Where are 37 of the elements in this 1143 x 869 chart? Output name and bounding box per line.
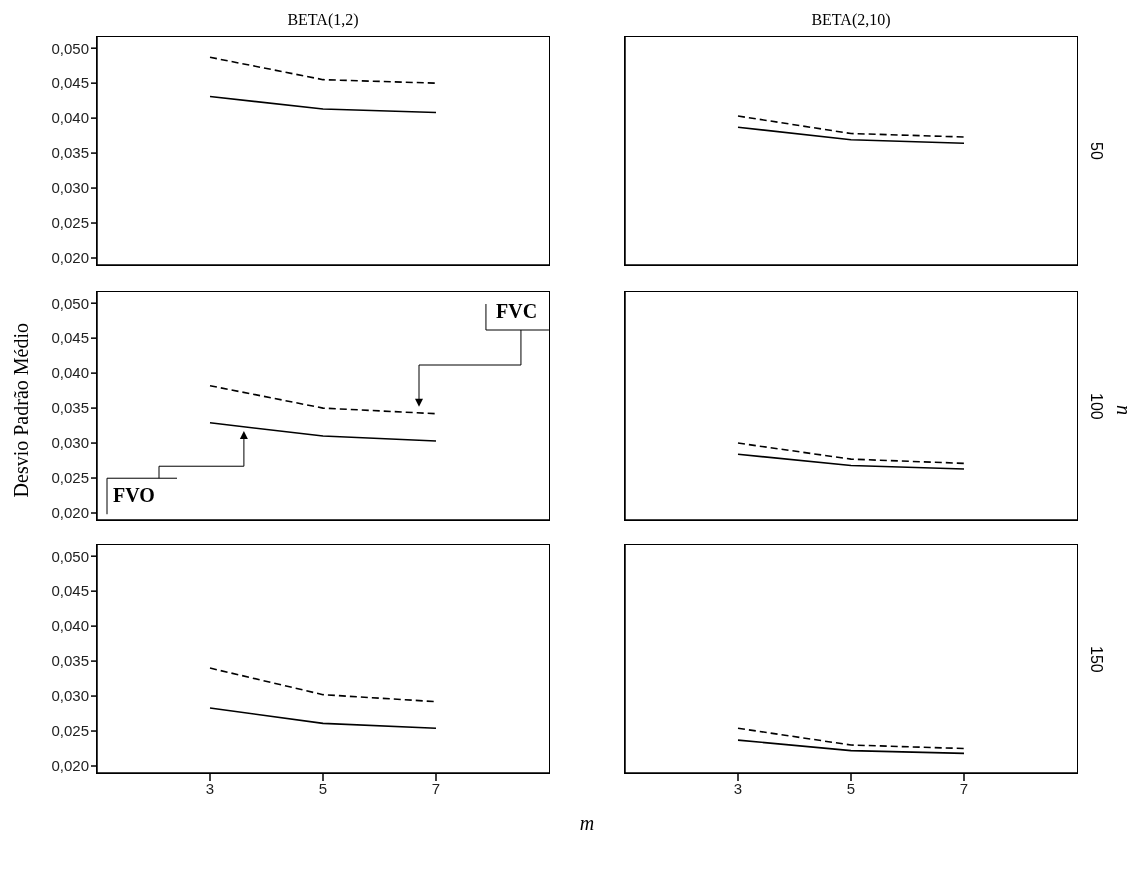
x-tick-label: 3 [733, 779, 743, 797]
y-tick-label: 0,040 [51, 109, 89, 127]
y-tick-label: 0,045 [51, 329, 89, 347]
y-tick-label: 0,025 [51, 722, 89, 740]
y-tick-label: 0,030 [51, 434, 89, 452]
y-tick-label: 0,020 [51, 757, 89, 775]
y-tick-label: 0,035 [51, 652, 89, 670]
text: FVO [113, 484, 155, 507]
y-tick-label: 0,030 [51, 179, 89, 197]
y-tick-label: 0,050 [51, 39, 89, 57]
x-axis-title: m [578, 812, 596, 835]
y-tick-label: 0,045 [51, 74, 89, 92]
x-tick-label: 7 [959, 779, 969, 797]
y-tick-label: 0,035 [51, 399, 89, 417]
y-tick-label: 0,025 [51, 214, 89, 232]
y-tick-label: 0,040 [51, 364, 89, 382]
y-tick-label: 0,025 [51, 469, 89, 487]
x-tick-label: 5 [846, 779, 856, 797]
y-tick-label: 0,040 [51, 617, 89, 635]
x-tick-label: 7 [431, 779, 441, 797]
text: 150 [1087, 645, 1105, 673]
text: 50 [1087, 142, 1105, 160]
text: FVC [496, 300, 538, 323]
y-tick-label: 0,030 [51, 687, 89, 705]
y-tick-label: 0,020 [51, 504, 89, 522]
x-tick-label: 3 [205, 779, 215, 797]
chart-title: BETA(1,2) [286, 11, 360, 29]
y-tick-label: 0,050 [51, 294, 89, 312]
chart-title: BETA(2,10) [810, 11, 892, 29]
y-axis-title: Desvio Padrão Médio [10, 322, 33, 498]
y-tick-label: 0,050 [51, 547, 89, 565]
x-tick-label: 5 [318, 779, 328, 797]
y-tick-label: 0,035 [51, 144, 89, 162]
text: 100 [1087, 392, 1105, 420]
y-tick-label: 0,020 [51, 249, 89, 267]
y-tick-label: 0,045 [51, 582, 89, 600]
y2-axis-title: n [1112, 405, 1135, 415]
